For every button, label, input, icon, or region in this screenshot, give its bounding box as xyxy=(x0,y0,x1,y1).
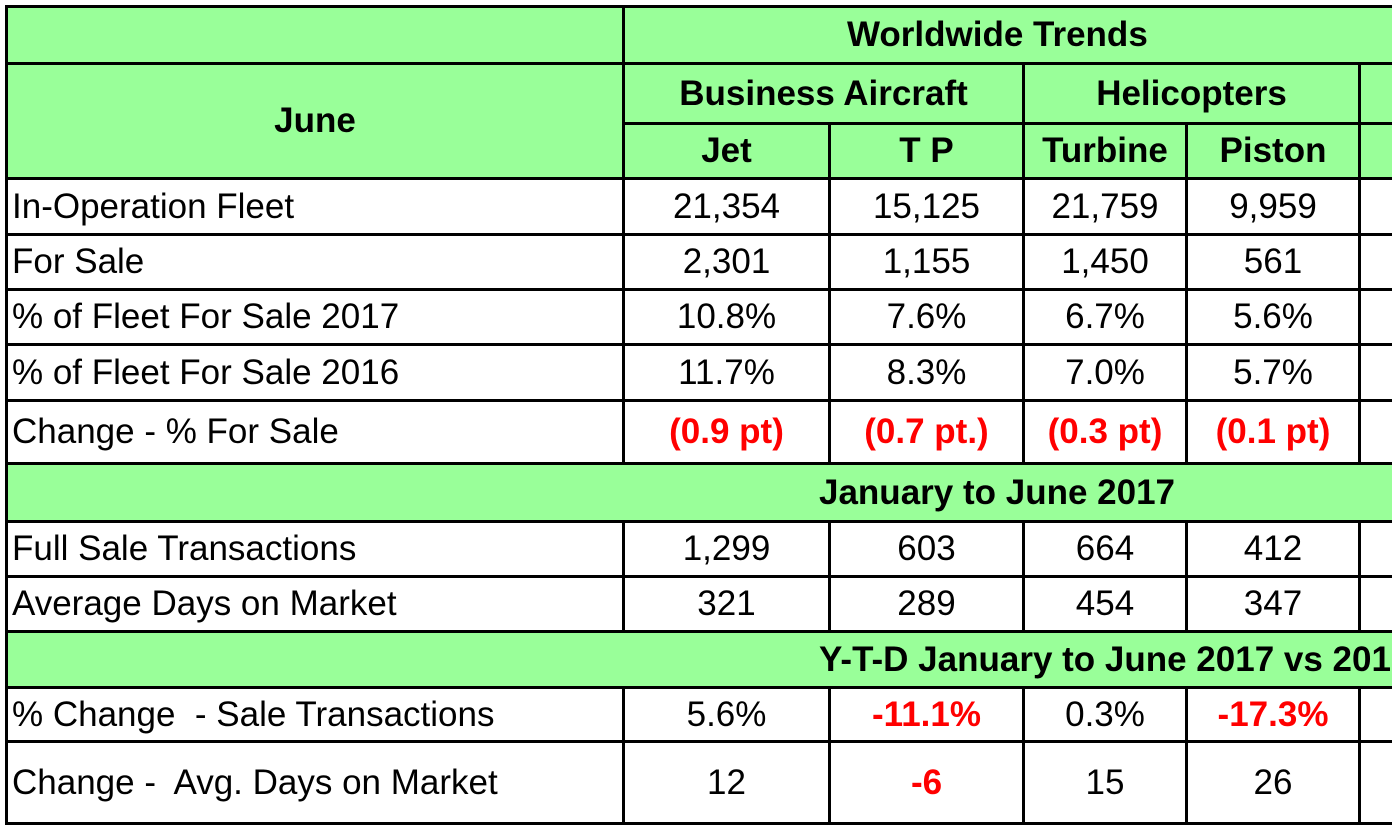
column-header: T P xyxy=(828,122,1025,180)
value-cell: 11.7% xyxy=(622,343,831,402)
value-cell: 5.7% xyxy=(1185,343,1361,402)
header-blank xyxy=(5,5,625,65)
column-header xyxy=(1358,122,1392,180)
row-label: % Change - Sale Transactions xyxy=(5,686,625,743)
value-cell: 15,125 xyxy=(828,177,1025,236)
table-title: Worldwide Trends xyxy=(622,5,1392,65)
value-cell: 8.3% xyxy=(828,343,1025,402)
value-cell xyxy=(1358,233,1392,291)
value-cell: -6 xyxy=(828,740,1025,825)
value-cell: 454 xyxy=(1022,575,1188,633)
value-cell: 664 xyxy=(1022,520,1188,578)
value-cell: 5.6% xyxy=(1185,288,1361,346)
column-header: Jet xyxy=(622,122,831,180)
value-cell: 0.3% xyxy=(1022,686,1188,743)
value-cell: 561 xyxy=(1185,233,1361,291)
value-cell xyxy=(1358,288,1392,346)
value-cell: 289 xyxy=(828,575,1025,633)
value-cell: 15 xyxy=(1022,740,1188,825)
column-header: Turbine xyxy=(1022,122,1188,180)
value-cell: 21,354 xyxy=(622,177,831,236)
value-cell xyxy=(1358,686,1392,743)
value-cell: 5.6% xyxy=(622,686,831,743)
column-header: Piston xyxy=(1185,122,1361,180)
row-label: For Sale xyxy=(5,233,625,291)
value-cell xyxy=(1358,520,1392,578)
value-cell xyxy=(1358,575,1392,633)
value-cell: 21,759 xyxy=(1022,177,1188,236)
value-cell: 12 xyxy=(622,740,831,825)
value-cell: 7.6% xyxy=(828,288,1025,346)
period-header: June xyxy=(5,62,625,180)
value-cell: 7.0% xyxy=(1022,343,1188,402)
value-cell: 603 xyxy=(828,520,1025,578)
value-cell: 10.8% xyxy=(622,288,831,346)
value-cell: 26 xyxy=(1185,740,1361,825)
value-cell: 1,299 xyxy=(622,520,831,578)
value-cell: 412 xyxy=(1185,520,1361,578)
value-cell: 321 xyxy=(622,575,831,633)
group-header: Helicopters xyxy=(1022,62,1361,125)
value-cell: -11.1% xyxy=(828,686,1025,743)
value-cell xyxy=(1358,740,1392,825)
value-cell: (0.9 pt) xyxy=(622,399,831,465)
section-title: Y-T-D January to June 2017 vs 2016 xyxy=(5,630,1392,689)
value-cell: (0.3 pt) xyxy=(1022,399,1188,465)
value-cell: 2,301 xyxy=(622,233,831,291)
value-cell: 6.7% xyxy=(1022,288,1188,346)
value-cell xyxy=(1358,343,1392,402)
row-label: % of Fleet For Sale 2016 xyxy=(5,343,625,402)
value-cell: (0.7 pt.) xyxy=(828,399,1025,465)
value-cell: 1,450 xyxy=(1022,233,1188,291)
row-label: Full Sale Transactions xyxy=(5,520,625,578)
group-header xyxy=(1358,62,1392,125)
value-cell xyxy=(1358,177,1392,236)
value-cell: 9,959 xyxy=(1185,177,1361,236)
value-cell xyxy=(1358,399,1392,465)
group-header: Business Aircraft xyxy=(622,62,1025,125)
value-cell: 347 xyxy=(1185,575,1361,633)
row-label: In-Operation Fleet xyxy=(5,177,625,236)
value-cell: 1,155 xyxy=(828,233,1025,291)
row-label: Change - % For Sale xyxy=(5,399,625,465)
value-cell: -17.3% xyxy=(1185,686,1361,743)
row-label: Change - Avg. Days on Market xyxy=(5,740,625,825)
row-label: Average Days on Market xyxy=(5,575,625,633)
value-cell: (0.1 pt) xyxy=(1185,399,1361,465)
row-label: % of Fleet For Sale 2017 xyxy=(5,288,625,346)
section-title: January to June 2017 xyxy=(5,462,1392,523)
